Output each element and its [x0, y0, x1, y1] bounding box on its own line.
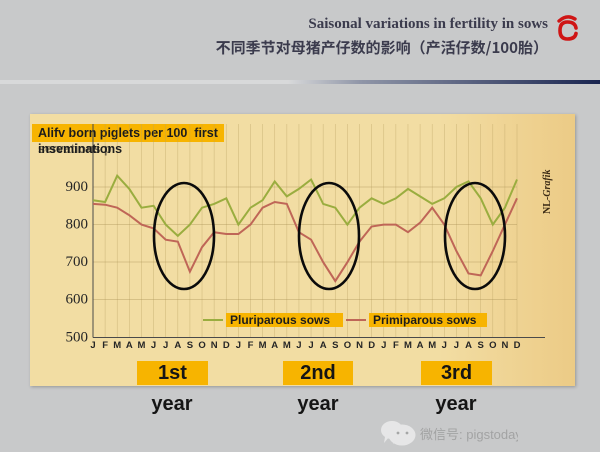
svg-text:M: M	[428, 340, 436, 351]
svg-text:A: A	[465, 340, 472, 351]
svg-text:J: J	[454, 340, 459, 351]
svg-text:A: A	[126, 340, 133, 351]
svg-text:D: D	[514, 340, 521, 351]
svg-text:800: 800	[66, 217, 89, 233]
svg-text:O: O	[198, 340, 205, 351]
svg-text:600: 600	[66, 292, 89, 308]
svg-text:N: N	[501, 340, 508, 351]
svg-text:S: S	[477, 340, 483, 351]
svg-text:S: S	[187, 340, 193, 351]
svg-text:微信号: pigstoday: 微信号: pigstoday	[420, 427, 518, 442]
svg-text:700: 700	[66, 254, 89, 270]
svg-text:A: A	[271, 340, 278, 351]
svg-text:J: J	[90, 340, 95, 351]
svg-text:F: F	[248, 340, 254, 351]
svg-text:F: F	[393, 340, 399, 351]
svg-text:M: M	[113, 340, 121, 351]
svg-text:N: N	[211, 340, 218, 351]
svg-text:M: M	[137, 340, 145, 351]
svg-text:O: O	[344, 340, 351, 351]
svg-text:J: J	[163, 340, 168, 351]
svg-text:A: A	[174, 340, 181, 351]
svg-text:A: A	[320, 340, 327, 351]
svg-text:J: J	[296, 340, 301, 351]
svg-text:J: J	[236, 340, 241, 351]
svg-text:J: J	[308, 340, 313, 351]
svg-text:D: D	[368, 340, 375, 351]
svg-text:D: D	[223, 340, 230, 351]
svg-text:N: N	[356, 340, 363, 351]
svg-text:M: M	[283, 340, 291, 351]
svg-text:M: M	[259, 340, 267, 351]
svg-text:F: F	[102, 340, 108, 351]
svg-text:S: S	[332, 340, 338, 351]
svg-text:J: J	[442, 340, 447, 351]
svg-text:500: 500	[66, 330, 89, 346]
svg-text:O: O	[489, 340, 496, 351]
svg-text:900: 900	[66, 179, 89, 195]
svg-text:A: A	[417, 340, 424, 351]
svg-text:M: M	[404, 340, 412, 351]
svg-text:J: J	[151, 340, 156, 351]
svg-text:J: J	[381, 340, 386, 351]
